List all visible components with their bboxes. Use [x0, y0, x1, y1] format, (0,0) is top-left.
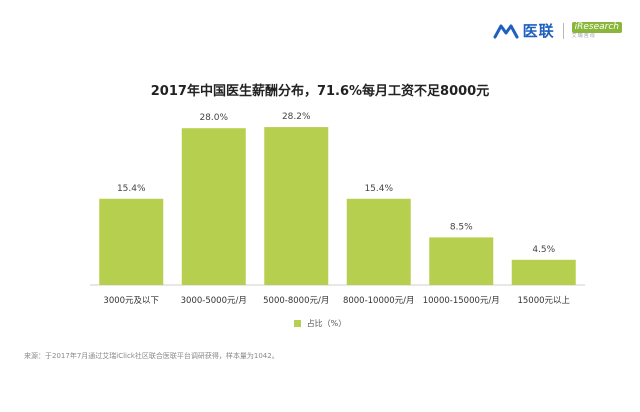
source-note: 来源：于2017年7月通过艾瑞iClick社区联合医联平台调研获得，样本量为10… — [24, 352, 279, 360]
data-label-5: 4.5% — [532, 245, 555, 255]
bar-4 — [429, 237, 494, 285]
data-label-1: 28.0% — [199, 113, 228, 123]
data-label-4: 8.5% — [450, 222, 473, 232]
category-label-5: 15000元以上 — [517, 296, 570, 306]
iresearch-badge: iResearch — [571, 22, 622, 33]
data-label-3: 15.4% — [364, 184, 393, 194]
category-label-1: 3000-5000元/月 — [181, 296, 247, 306]
category-label-3: 8000-10000元/月 — [343, 296, 415, 306]
bar-0 — [99, 198, 164, 285]
chart-legend: 占比（%） — [0, 318, 640, 329]
brand-name: 医联 — [522, 22, 555, 40]
bar-3 — [346, 198, 411, 285]
category-label-4: 10000-15000元/月 — [423, 296, 500, 306]
legend-swatch — [293, 320, 301, 327]
brand-logo: 医联 iResearch 艾瑞咨询 — [493, 20, 622, 41]
bar-2 — [264, 127, 329, 285]
bar-1 — [181, 128, 246, 285]
iresearch-subtitle: 艾瑞咨询 — [571, 33, 596, 39]
data-label-2: 28.2% — [282, 112, 311, 122]
category-label-2: 5000-8000元/月 — [263, 296, 329, 306]
iresearch-logo: iResearch 艾瑞咨询 — [571, 22, 622, 39]
yilian-logo-icon — [493, 24, 519, 38]
bar-5 — [511, 259, 576, 285]
category-label-0: 3000元及以下 — [103, 296, 159, 306]
logo-divider — [562, 22, 564, 39]
chart-title: 2017年中国医生薪酬分布，71.6%每月工资不足8000元 — [150, 84, 490, 99]
legend-label: 占比（%） — [306, 319, 347, 328]
data-label-0: 15.4% — [117, 184, 146, 194]
